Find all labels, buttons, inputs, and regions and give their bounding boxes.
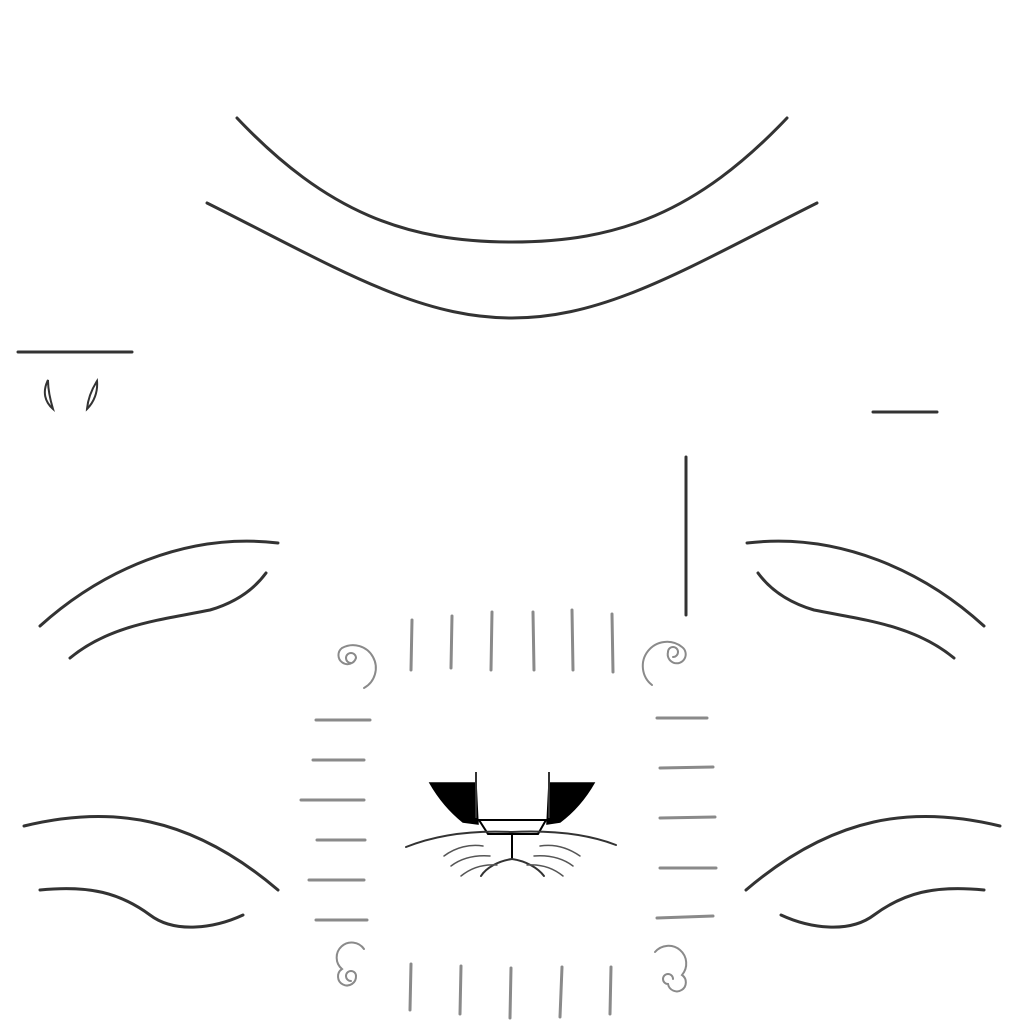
top-tick bbox=[531, 610, 536, 672]
bottom-tick bbox=[508, 966, 513, 1020]
left-fang-mark bbox=[43, 379, 55, 413]
bottom-tick bbox=[558, 965, 564, 1019]
top-tick-row bbox=[409, 608, 615, 674]
bottom-tick bbox=[608, 965, 613, 1016]
whisker-left-2 bbox=[450, 855, 491, 867]
right-tick-column bbox=[655, 716, 718, 920]
mouth-left bbox=[480, 858, 513, 877]
whisker-right-3 bbox=[526, 864, 564, 877]
top-arc-group bbox=[205, 116, 819, 320]
right-tick bbox=[655, 914, 715, 920]
right-fang-mark bbox=[85, 377, 99, 412]
top-arc-lower bbox=[205, 201, 819, 320]
left-lower-eyelid-top bbox=[22, 814, 280, 892]
right-lower-eye-group bbox=[744, 814, 1002, 929]
top-tick bbox=[570, 608, 575, 672]
nose-bridge bbox=[475, 772, 550, 818]
spiral-bottom-right-icon bbox=[654, 944, 688, 993]
spiral-top-left-icon bbox=[337, 644, 377, 689]
muzzle-line bbox=[405, 830, 617, 848]
left-eye-group bbox=[38, 539, 280, 660]
bottom-tick bbox=[408, 962, 413, 1012]
right-marks bbox=[684, 410, 939, 617]
right-tick bbox=[658, 815, 717, 820]
whisker-left-3 bbox=[460, 864, 498, 877]
left-lower-eye-group bbox=[22, 814, 280, 929]
right-lower-eyelid-top bbox=[744, 814, 1002, 892]
bottom-accent-group bbox=[408, 962, 613, 1020]
top-left-marks bbox=[16, 350, 134, 413]
left-upper-eye-lower-lid bbox=[68, 571, 268, 660]
top-arc-upper bbox=[235, 116, 789, 244]
right-upper-eye-lower-lid bbox=[756, 571, 956, 660]
right-eye-group bbox=[745, 539, 986, 660]
left-nostril-shadow bbox=[428, 782, 479, 825]
right-tick bbox=[658, 765, 715, 770]
left-tick-column bbox=[299, 718, 372, 922]
top-tick bbox=[409, 618, 414, 672]
whisker-right-1 bbox=[539, 844, 581, 857]
whisker-right-2 bbox=[533, 855, 574, 867]
mouth-right bbox=[511, 858, 545, 877]
spiral-top-right-icon bbox=[641, 640, 687, 686]
right-lower-eyelid-bottom bbox=[779, 887, 986, 929]
center-face-group bbox=[405, 772, 617, 877]
bottom-tick bbox=[458, 964, 463, 1016]
top-tick bbox=[610, 612, 615, 674]
top-tick bbox=[449, 614, 454, 670]
right-nostril-shadow bbox=[546, 782, 596, 825]
whisker-left-1 bbox=[443, 844, 484, 857]
left-upper-eyelid bbox=[38, 539, 280, 628]
left-lower-eyelid-bottom bbox=[38, 887, 245, 929]
right-upper-eyelid bbox=[745, 539, 986, 628]
nose-tip bbox=[477, 819, 548, 835]
spiral-ornaments bbox=[335, 640, 688, 993]
spiral-bottom-left-icon bbox=[335, 941, 365, 987]
top-tick bbox=[489, 610, 494, 672]
